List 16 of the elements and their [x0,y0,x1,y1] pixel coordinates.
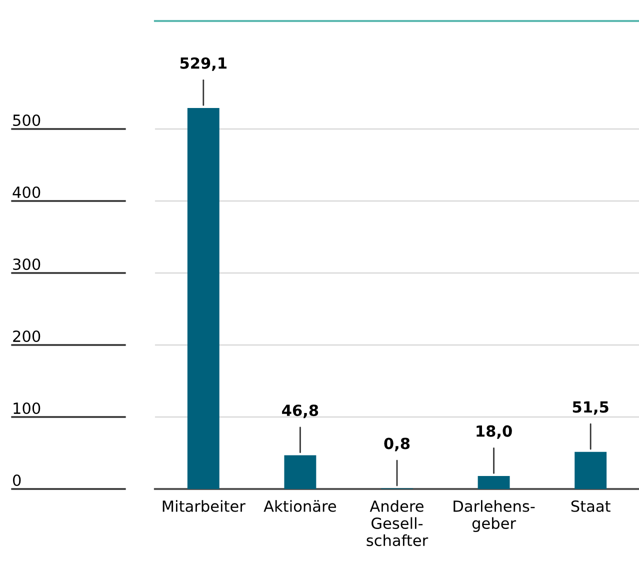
y-tick-label: 400 [12,186,40,198]
x-tick-label: Mitarbeiter [162,500,246,512]
y-tick-label: 0 [13,474,21,486]
data-label: 46,8 [282,404,318,418]
x-tick-label: Andere Gesell- schafter [366,500,428,546]
data-label: 0,8 [384,438,410,452]
data-label: 51,5 [572,401,608,415]
x-tick-label: Darlehens- geber [454,500,535,532]
y-tick-label: 300 [13,258,40,270]
x-tick-label: Aktionäre [264,500,336,512]
y-tick-label: 500 [13,114,40,126]
y-tick-label: 200 [13,330,40,342]
data-label: 18,0 [476,425,512,439]
data-label: 529,1 [180,57,227,71]
x-tick-label: Staat [571,500,610,512]
y-tick-label: 100 [14,402,40,414]
